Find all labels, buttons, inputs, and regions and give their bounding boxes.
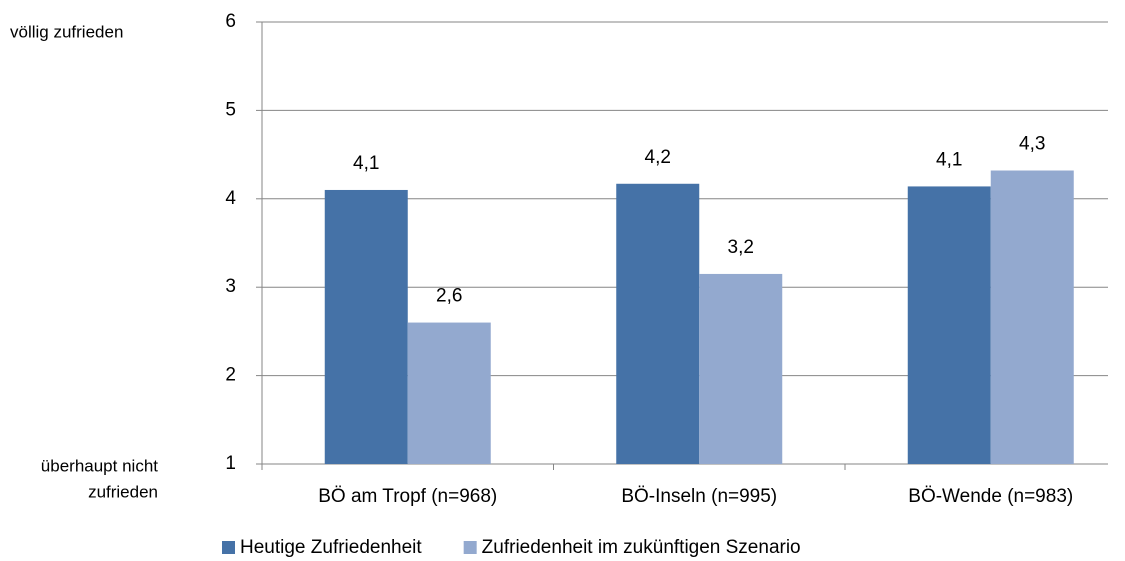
value-label: 4,1: [936, 149, 962, 170]
annotation: überhaupt nicht: [41, 456, 158, 475]
y-tick-label: 6: [225, 11, 236, 32]
legend-label: Heutige Zufriedenheit: [240, 537, 422, 558]
y-tick-label: 3: [225, 276, 236, 297]
bar: [324, 189, 408, 464]
y-tick-label: 4: [225, 188, 236, 209]
y-tick-label: 2: [225, 365, 236, 386]
annotation: zufrieden: [88, 482, 158, 501]
bar: [907, 186, 991, 464]
x-tick-label: BÖ am Tropf (n=968): [318, 486, 497, 507]
annotation: völlig zufrieden: [10, 22, 123, 41]
x-tick-label: BÖ-Inseln (n=995): [621, 486, 777, 507]
bar: [990, 170, 1074, 464]
legend-label: Zufriedenheit im zukünftigen Szenario: [482, 537, 801, 558]
y-tick-label: 1: [225, 453, 236, 474]
value-label: 4,1: [353, 153, 379, 174]
bar: [407, 322, 491, 464]
value-label: 4,3: [1019, 134, 1045, 155]
legend-swatch: [222, 541, 235, 554]
bar: [616, 183, 700, 464]
bar: [699, 273, 783, 464]
y-tick-label: 5: [225, 99, 236, 120]
x-tick-label: BÖ-Wende (n=983): [908, 486, 1073, 507]
legend-swatch: [463, 541, 477, 554]
value-label: 3,2: [728, 237, 754, 258]
value-label: 2,6: [436, 286, 462, 307]
value-label: 4,2: [645, 147, 671, 168]
